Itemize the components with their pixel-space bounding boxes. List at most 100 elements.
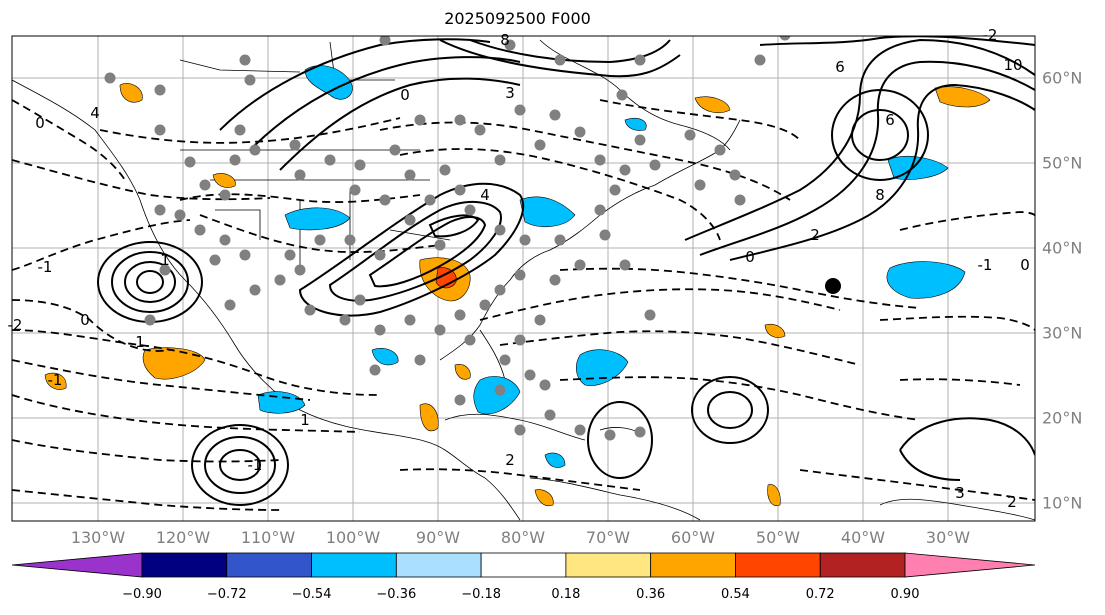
obs-dot [154,124,166,136]
obs-dot [464,334,476,346]
colorbar-bin [565,552,652,578]
obs-dot [494,284,506,296]
obs-dot [616,89,628,101]
obs-dot [159,264,171,276]
obs-dot [239,249,251,261]
obs-dot [324,154,336,166]
lon-label: 70°W [585,528,631,547]
obs-dot [354,294,366,306]
colorbar-tick: −0.90 [122,587,162,602]
lon-label: 40°W [840,528,886,547]
obs-dot [354,159,366,171]
lat-label: 40°N [1042,238,1083,258]
obs-dot [404,169,416,181]
obs-dot [224,299,236,311]
obs-dot [344,234,356,246]
obs-dot [454,184,466,196]
obs-dot [454,394,466,406]
obs-dot [439,164,451,176]
obs-dot [404,214,416,226]
obs-dot [349,184,361,196]
obs-dot [644,309,656,321]
obs-dot [374,324,386,336]
obs-dot [479,299,491,311]
obs-dot [754,54,766,66]
obs-dot [314,234,326,246]
obs-dot [284,249,296,261]
obs-dot [154,204,166,216]
colorbar-tick: 0.18 [551,587,581,602]
obs-dot [274,274,286,286]
lat-label: 50°N [1042,153,1083,173]
colorbar-tick: 0.54 [720,587,750,602]
obs-dot [379,194,391,206]
obs-dot [734,194,746,206]
lat-label: 20°N [1042,408,1083,428]
obs-dot [514,424,526,436]
obs-dot [519,234,531,246]
obs-dot [294,169,306,181]
lon-label: 100°W [325,528,381,547]
colorbar [11,552,1036,578]
obs-dot [694,179,706,191]
map-title: 2025092500 F000 [444,9,591,28]
obs-dot [594,154,606,166]
obs-dot [634,134,646,146]
obs-dot [554,234,566,246]
lon-label: 110°W [240,528,296,547]
lat-label: 60°N [1042,68,1083,88]
colorbar-bin [395,552,482,578]
colorbar-bin [735,552,821,578]
obs-dot [379,36,391,46]
obs-dot [374,249,386,261]
obs-dot [514,104,526,116]
obs-dot [549,109,561,121]
obs-dot [604,429,616,441]
obs-dot [289,139,301,151]
obs-dot [634,54,646,66]
lat-label: 10°N [1042,493,1083,513]
obs-dot [534,139,546,151]
obs-dot [249,144,261,156]
obs-dot [714,144,726,156]
obs-dot [339,314,351,326]
colorbar-extend-low [11,552,143,578]
lon-label: 30°W [925,528,971,547]
obs-dot [249,284,261,296]
lon-label: 80°W [500,528,546,547]
observation-dots [104,36,791,441]
obs-dot [424,194,436,206]
lon-label: 90°W [415,528,461,547]
obs-dot [549,274,561,286]
obs-dot [494,224,506,236]
obs-dot [619,164,631,176]
obs-dot [514,334,526,346]
obs-dot [454,114,466,126]
colorbar-tick: −0.72 [206,587,247,602]
obs-dot [219,189,231,201]
obs-dot [154,84,166,96]
obs-dot [684,129,696,141]
colorbar-tick: −0.54 [291,587,332,602]
obs-dot [239,54,251,66]
obs-dot [184,156,196,168]
obs-dot [599,229,611,241]
obs-dot [209,254,221,266]
colorbar-bin [650,552,736,578]
obs-dot [144,314,156,326]
obs-dot [574,259,586,271]
obs-dot [464,204,476,216]
obs-dot [104,72,116,84]
obs-dot [634,426,646,438]
obs-dot [389,144,401,156]
obs-dot [219,234,231,246]
obs-dot [244,74,256,86]
colorbar-bin [819,552,906,578]
obs-dot [574,126,586,138]
colorbar-bin [311,552,397,578]
obs-dot [404,314,416,326]
obs-dot [594,204,606,216]
colorbar-tick: 0.72 [805,587,835,602]
obs-dot [534,314,546,326]
